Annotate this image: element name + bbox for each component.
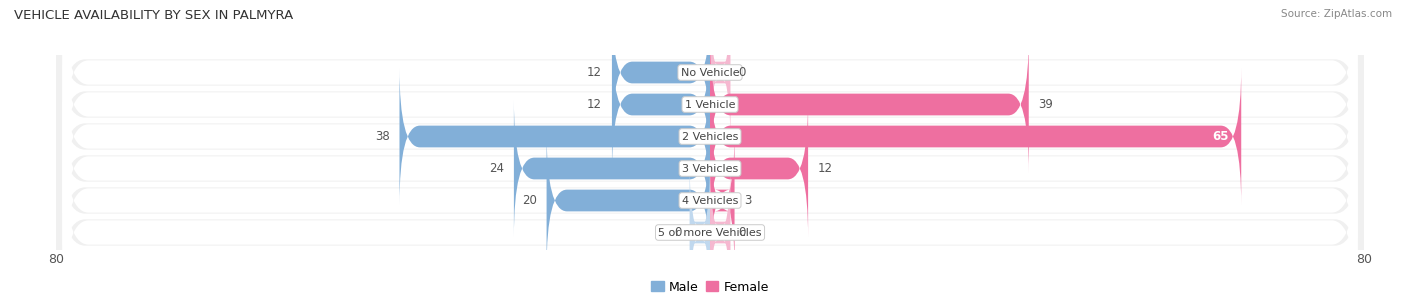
FancyBboxPatch shape [710,131,734,270]
FancyBboxPatch shape [710,99,808,238]
FancyBboxPatch shape [710,163,731,302]
FancyBboxPatch shape [56,38,1364,235]
FancyBboxPatch shape [56,102,1364,300]
FancyBboxPatch shape [710,3,731,142]
FancyBboxPatch shape [62,78,1358,259]
Text: 39: 39 [1039,98,1053,111]
FancyBboxPatch shape [56,0,1364,171]
Text: 5 or more Vehicles: 5 or more Vehicles [658,228,762,238]
Text: 12: 12 [818,162,832,175]
FancyBboxPatch shape [547,131,710,270]
Text: 0: 0 [738,66,747,79]
Text: 0: 0 [738,226,747,239]
FancyBboxPatch shape [56,70,1364,267]
Text: 0: 0 [673,226,682,239]
FancyBboxPatch shape [62,0,1358,163]
Text: 2 Vehicles: 2 Vehicles [682,131,738,142]
Text: 3 Vehicles: 3 Vehicles [682,163,738,174]
FancyBboxPatch shape [612,35,710,174]
Text: 4 Vehicles: 4 Vehicles [682,196,738,206]
FancyBboxPatch shape [515,99,710,238]
Text: 3: 3 [744,194,752,207]
FancyBboxPatch shape [689,163,710,302]
Text: 12: 12 [588,66,602,79]
Legend: Male, Female: Male, Female [647,275,773,299]
Text: 20: 20 [522,194,537,207]
Text: 12: 12 [588,98,602,111]
Text: 24: 24 [489,162,505,175]
FancyBboxPatch shape [612,3,710,142]
FancyBboxPatch shape [62,142,1358,305]
FancyBboxPatch shape [62,14,1358,195]
FancyBboxPatch shape [710,67,1241,206]
Text: VEHICLE AVAILABILITY BY SEX IN PALMYRA: VEHICLE AVAILABILITY BY SEX IN PALMYRA [14,9,294,22]
FancyBboxPatch shape [399,67,710,206]
FancyBboxPatch shape [710,35,1029,174]
Text: 1 Vehicle: 1 Vehicle [685,99,735,109]
FancyBboxPatch shape [56,5,1364,203]
Text: Source: ZipAtlas.com: Source: ZipAtlas.com [1281,9,1392,19]
Text: 38: 38 [375,130,389,143]
Text: No Vehicle: No Vehicle [681,67,740,77]
Text: 65: 65 [1212,130,1229,143]
FancyBboxPatch shape [62,110,1358,291]
FancyBboxPatch shape [62,46,1358,227]
FancyBboxPatch shape [56,134,1364,305]
